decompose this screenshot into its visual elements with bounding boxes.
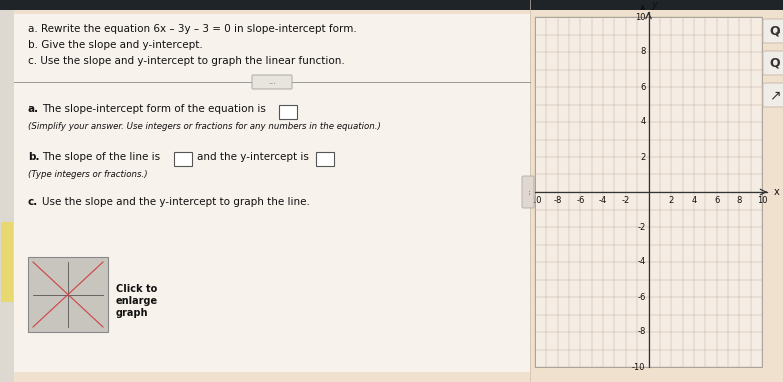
Bar	[1, 222, 13, 302]
Text: 2: 2	[669, 196, 674, 205]
Text: Use the slope and the y-intercept to graph the line.: Use the slope and the y-intercept to gra…	[42, 197, 310, 207]
Text: a. Rewrite the equation 6x – 3y – 3 = 0 in slope-intercept form.: a. Rewrite the equation 6x – 3y – 3 = 0 …	[28, 24, 357, 34]
Text: Q: Q	[770, 57, 781, 70]
Text: ↗: ↗	[769, 88, 781, 102]
Text: 4: 4	[640, 118, 645, 126]
Text: Q: Q	[770, 24, 781, 37]
Text: -2: -2	[637, 222, 645, 231]
Text: -2: -2	[622, 196, 630, 205]
Text: a.: a.	[28, 104, 39, 114]
Text: The slope of the line is: The slope of the line is	[42, 152, 161, 162]
Text: graph: graph	[116, 309, 149, 319]
Text: 10: 10	[756, 196, 767, 205]
Text: -4: -4	[637, 257, 645, 267]
Bar	[28, 257, 108, 332]
Text: -6: -6	[576, 196, 585, 205]
Text: b.: b.	[28, 152, 39, 162]
Text: b. Give the slope and y-intercept.: b. Give the slope and y-intercept.	[28, 40, 203, 50]
Text: y: y	[651, 0, 657, 10]
FancyBboxPatch shape	[763, 19, 783, 43]
FancyBboxPatch shape	[252, 75, 292, 89]
Text: -4: -4	[599, 196, 608, 205]
Text: (Type integers or fractions.): (Type integers or fractions.)	[28, 170, 148, 179]
Text: 2: 2	[640, 152, 645, 162]
Text: 8: 8	[737, 196, 742, 205]
Text: -6: -6	[637, 293, 645, 301]
Text: ...: ...	[525, 189, 531, 195]
FancyBboxPatch shape	[763, 51, 783, 75]
Text: and the y-intercept is: and the y-intercept is	[197, 152, 309, 162]
Bar	[174, 152, 192, 166]
Text: ▲: ▲	[640, 4, 645, 10]
Text: c.: c.	[28, 197, 38, 207]
Text: -10: -10	[632, 363, 645, 372]
Text: Click to: Click to	[116, 285, 157, 295]
Text: 10: 10	[635, 13, 645, 21]
Text: enlarge: enlarge	[116, 296, 158, 306]
Text: (Simplify your answer. Use integers or fractions for any numbers in the equation: (Simplify your answer. Use integers or f…	[28, 122, 381, 131]
Text: -8: -8	[554, 196, 562, 205]
Text: ...: ...	[268, 78, 276, 86]
Bar	[0, 10, 14, 382]
Text: 6: 6	[714, 196, 720, 205]
Bar	[14, 14, 530, 372]
Text: The slope-intercept form of the equation is: The slope-intercept form of the equation…	[42, 104, 266, 114]
Text: 8: 8	[640, 47, 645, 57]
Bar	[0, 0, 783, 10]
Text: 4: 4	[691, 196, 697, 205]
Text: c. Use the slope and y-intercept to graph the linear function.: c. Use the slope and y-intercept to grap…	[28, 56, 345, 66]
Bar	[535, 17, 762, 367]
Text: -8: -8	[637, 327, 645, 337]
Bar	[316, 152, 334, 166]
FancyBboxPatch shape	[763, 83, 783, 107]
Text: x: x	[774, 187, 780, 197]
Text: -10: -10	[529, 196, 542, 205]
FancyBboxPatch shape	[522, 176, 534, 208]
Text: +: +	[774, 30, 780, 36]
Text: 6: 6	[640, 83, 645, 92]
Text: -: -	[776, 62, 778, 68]
Bar	[279, 105, 297, 119]
